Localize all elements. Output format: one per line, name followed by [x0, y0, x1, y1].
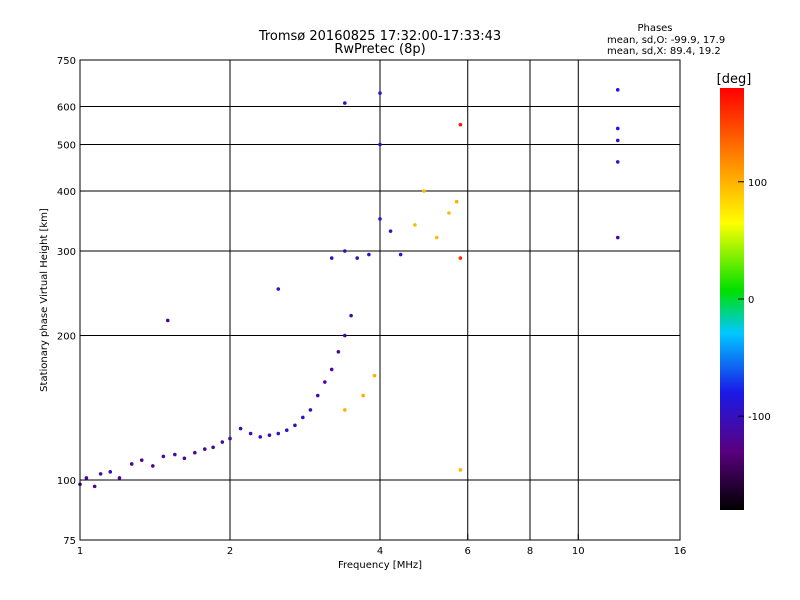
data-point [454, 199, 459, 204]
colorbar-tick-label: 0 [748, 295, 754, 306]
data-point [301, 415, 305, 420]
data-point [84, 476, 89, 480]
data-point [139, 458, 144, 462]
data-point [378, 91, 382, 95]
data-point [458, 468, 463, 472]
x-tick-label: 2 [227, 546, 233, 557]
data-point [422, 189, 426, 193]
data-point [615, 138, 620, 143]
x-tick-label: 8 [527, 546, 533, 557]
data-point [388, 229, 393, 233]
data-point [378, 217, 382, 221]
data-point [378, 142, 382, 147]
data-point [129, 462, 134, 466]
data-point [343, 101, 347, 105]
x-tick-label: 6 [465, 546, 471, 557]
y-tick-label: 300 [57, 247, 76, 258]
data-point [276, 431, 281, 436]
chart-title: Tromsø 20160825 17:32:00-17:33:43 [258, 29, 501, 44]
x-tick-label: 1 [77, 546, 83, 557]
colorbar-tick-label: -100 [748, 412, 771, 423]
data-point [202, 447, 207, 451]
y-tick-label: 400 [57, 187, 76, 198]
data-point [434, 235, 439, 240]
data-point [248, 431, 253, 436]
data-points [78, 88, 620, 489]
data-point [329, 256, 334, 260]
data-point [615, 235, 620, 240]
data-point [238, 426, 243, 431]
data-point [161, 454, 166, 459]
y-tick-label: 500 [57, 141, 76, 152]
data-point [151, 464, 155, 468]
data-point [615, 126, 620, 131]
data-point [92, 484, 97, 489]
phases-header: Phases [637, 23, 672, 34]
x-tick-label: 4 [377, 546, 383, 557]
y-tick-label: 600 [57, 103, 76, 114]
data-point [315, 393, 320, 398]
data-point [193, 450, 197, 455]
data-point [220, 440, 225, 444]
grid-lines [80, 60, 680, 540]
data-point [117, 476, 122, 480]
x-tick-label: 16 [674, 546, 687, 557]
data-point [182, 456, 187, 461]
data-point [615, 88, 620, 92]
data-point [615, 160, 620, 164]
data-point [447, 211, 451, 215]
data-point [372, 373, 377, 378]
colorbar-label: [deg] [717, 72, 752, 87]
data-point [361, 393, 365, 398]
data-point [228, 436, 232, 441]
data-point [336, 349, 341, 354]
data-point [284, 428, 289, 433]
y-tick-label: 750 [57, 56, 76, 67]
data-point [367, 252, 371, 257]
x-tick-label: 10 [572, 546, 585, 557]
colorbar-ticks: 100 0 -100 [738, 178, 771, 423]
data-point [343, 408, 347, 412]
data-point [398, 252, 403, 257]
data-point [413, 223, 417, 227]
data-point [165, 318, 170, 323]
y-axis-label: Stationary phase Virtual Height [km] [39, 208, 50, 392]
axis-ticks: 1 2 4 6 8 10 16 75 100 200 300 400 500 600 750 [57, 56, 686, 557]
data-point [349, 313, 353, 318]
x-axis-label: Frequency [MHz] [338, 560, 422, 571]
data-point [458, 256, 463, 260]
data-point [343, 333, 347, 338]
phases-o-stats: mean, sd,O: -99.9, 17.9 [607, 35, 725, 46]
y-tick-label: 100 [57, 476, 76, 487]
phases-x-stats: mean, sd,X: 89.4, 19.2 [607, 46, 721, 57]
y-tick-label: 75 [63, 536, 76, 547]
data-point [355, 256, 359, 260]
data-point [276, 287, 281, 291]
data-point [267, 433, 272, 437]
data-point [329, 367, 334, 372]
data-point [323, 380, 327, 384]
data-point [258, 435, 263, 439]
chart-subtitle: RwPretec (8p) [334, 42, 425, 57]
data-point [173, 452, 177, 457]
data-point [108, 470, 113, 474]
y-tick-label: 200 [57, 332, 76, 343]
data-point [98, 472, 103, 476]
data-point [458, 122, 463, 127]
data-point [343, 249, 347, 253]
data-point [211, 445, 215, 450]
colorbar-tick-label: 100 [748, 178, 767, 189]
data-point [308, 408, 313, 412]
data-point [293, 423, 297, 428]
